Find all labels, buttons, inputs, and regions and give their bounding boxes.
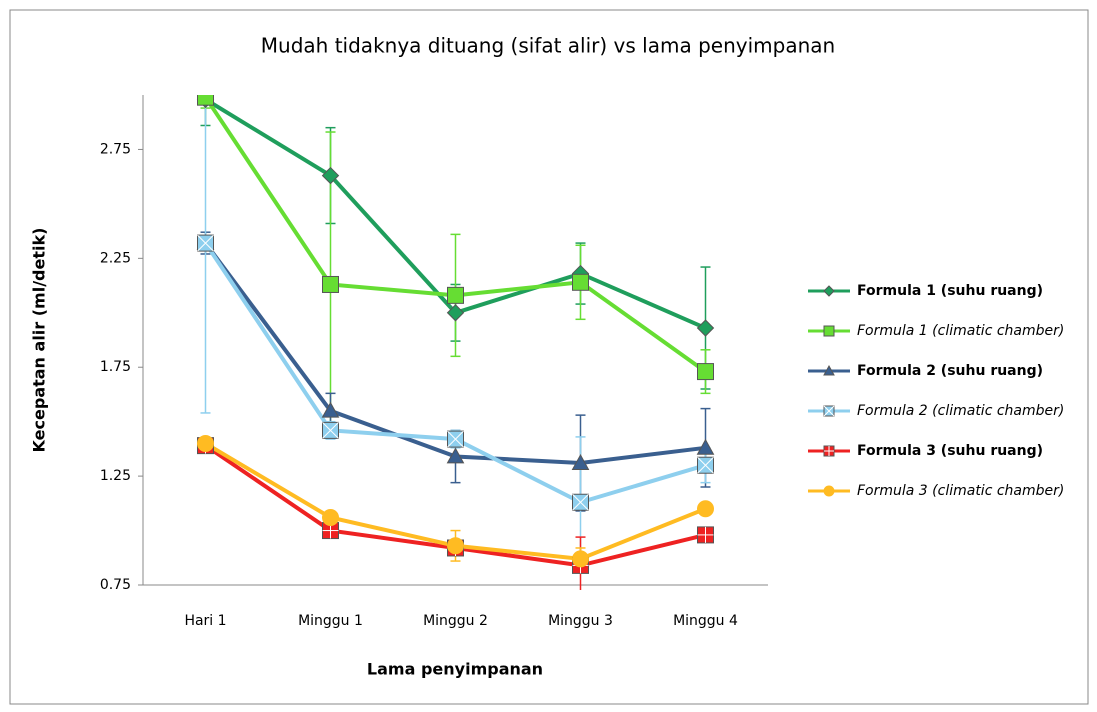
marker [697, 500, 714, 518]
chart-title: Mudah tidaknya dituang (sifat alir) vs l… [261, 34, 835, 58]
legend-marker [823, 285, 835, 297]
marker [571, 454, 590, 470]
y-tick-label: 2.75 [100, 141, 131, 157]
marker [197, 234, 214, 252]
y-tick-label: 1.75 [100, 359, 131, 375]
y-tick-label: 2.25 [100, 250, 131, 266]
marker [322, 421, 339, 439]
marker [322, 522, 339, 540]
y-tick-label: 0.75 [100, 577, 131, 593]
marker [572, 273, 589, 291]
plot-area [196, 95, 715, 590]
marker [697, 363, 714, 381]
marker [697, 526, 714, 544]
legend-marker [823, 405, 835, 417]
marker [322, 508, 339, 526]
chart-border [9, 9, 1089, 705]
y-axis-label: Kecepatan alir (ml/detik) [30, 228, 49, 453]
legend-label: Formula 3 (suhu ruang) [857, 443, 1043, 459]
marker [446, 304, 465, 322]
marker [447, 430, 464, 448]
x-tick-label: Hari 1 [184, 613, 226, 629]
x-tick-label: Minggu 4 [673, 613, 738, 629]
marker [197, 434, 214, 452]
legend-marker [823, 325, 835, 337]
marker [572, 493, 589, 511]
legend-label: Formula 3 (climatic chamber) [857, 483, 1064, 499]
marker [696, 319, 715, 337]
x-tick-label: Minggu 2 [423, 613, 488, 629]
legend-marker [823, 485, 835, 497]
marker [321, 166, 340, 185]
legend-label: Formula 1 (climatic chamber) [857, 323, 1064, 339]
marker [446, 447, 465, 464]
x-axis-label: Lama penyimpanan [367, 660, 543, 679]
marker [321, 401, 340, 418]
marker [572, 550, 589, 568]
marker [197, 95, 214, 106]
x-tick-label: Minggu 3 [548, 613, 613, 629]
x-tick-label: Minggu 1 [298, 613, 363, 629]
legend-label: Formula 2 (suhu ruang) [857, 363, 1043, 379]
y-tick-label: 1.25 [100, 468, 131, 484]
marker [696, 438, 715, 455]
marker [697, 456, 714, 474]
marker [322, 275, 339, 293]
legend-marker [823, 445, 835, 457]
legend-label: Formula 1 (suhu ruang) [857, 283, 1043, 299]
marker [447, 286, 464, 304]
legend-marker [823, 364, 835, 376]
marker [447, 537, 464, 555]
legend-label: Formula 2 (climatic chamber) [857, 403, 1064, 419]
